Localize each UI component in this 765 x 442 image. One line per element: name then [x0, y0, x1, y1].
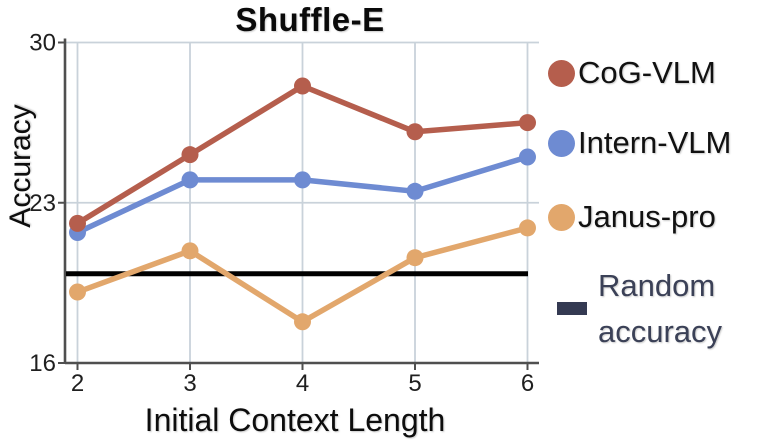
series-point-cog-vlm — [519, 114, 536, 132]
x-tick-label: 5 — [408, 370, 421, 397]
legend-dot-marker — [548, 59, 575, 87]
series-point-janus-pro — [181, 242, 199, 260]
y-tick-label: 23 — [29, 190, 56, 217]
legend-dot-marker — [548, 129, 575, 157]
legend-item-cog-vlm: CoG-VLM — [548, 55, 716, 90]
x-tick-label: 4 — [296, 370, 309, 397]
series-point-cog-vlm — [294, 77, 311, 95]
series-point-intern-vlm — [181, 171, 199, 189]
x-tick-label: 6 — [521, 370, 534, 397]
legend-label: Intern-VLM — [578, 125, 732, 160]
series-point-janus-pro — [294, 313, 311, 331]
series-point-cog-vlm — [406, 123, 424, 141]
legend-label: CoG-VLM — [578, 55, 716, 90]
series-point-intern-vlm — [519, 148, 536, 166]
legend-item-janus-pro: Janus-pro — [548, 199, 716, 234]
y-tick-label: 30 — [29, 30, 56, 57]
y-tick-label: 16 — [29, 350, 56, 377]
series-point-janus-pro — [519, 219, 536, 237]
chart-title: Shuffle-E — [235, 1, 385, 38]
series-point-cog-vlm — [181, 146, 199, 164]
legend-dot-marker — [548, 203, 575, 231]
series-point-janus-pro — [406, 249, 424, 267]
series-point-intern-vlm — [294, 171, 311, 189]
legend-dash-marker — [557, 302, 587, 316]
legend-label: Janus-pro — [578, 199, 716, 234]
series-point-janus-pro — [69, 283, 86, 301]
legend-item-intern-vlm: Intern-VLM — [548, 125, 732, 160]
x-tick-label: 2 — [71, 370, 84, 397]
series-point-cog-vlm — [69, 214, 86, 232]
series-point-intern-vlm — [406, 182, 424, 200]
legend: CoG-VLM Intern-VLM Janus-pro Random accurac… — [548, 0, 765, 442]
x-tick-label: 3 — [183, 370, 196, 397]
legend-item-random-accuracy: Random accuracy — [548, 263, 765, 355]
legend-label: Random accuracy — [598, 268, 723, 349]
x-axis-label: Initial Context Length — [144, 402, 446, 438]
